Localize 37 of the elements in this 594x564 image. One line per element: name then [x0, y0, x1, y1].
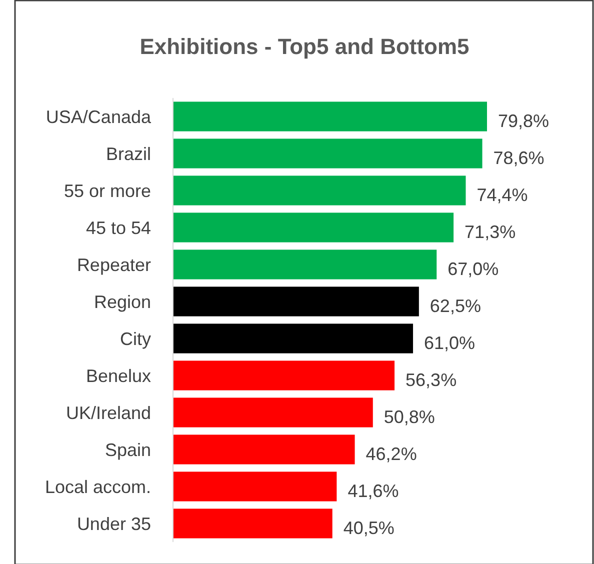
y-tick-label: Repeater — [76, 254, 151, 275]
bar — [173, 176, 466, 206]
bar — [173, 324, 414, 354]
data-label: 40,5% — [343, 518, 394, 538]
data-label: 50,8% — [384, 406, 435, 427]
y-tick-label: UK/Ireland — [66, 402, 151, 423]
chart-title: Exhibitions - Top5 and Bottom5 — [140, 34, 470, 59]
data-label: 67,0% — [448, 258, 499, 279]
y-tick-label: Benelux — [86, 366, 151, 386]
bar — [173, 472, 337, 502]
bar — [173, 102, 487, 132]
bar — [173, 398, 373, 428]
y-tick-label: Brazil — [106, 144, 151, 164]
y-tick-label: Local accom. — [44, 476, 151, 497]
bar — [173, 434, 355, 464]
data-label: 41,6% — [348, 480, 399, 501]
bar — [173, 286, 419, 316]
data-label: 74,4% — [476, 184, 528, 205]
y-tick-label: 55 or more — [64, 180, 151, 201]
y-tick-label: 45 to 54 — [86, 218, 151, 238]
data-label: 78,6% — [493, 148, 544, 168]
y-tick-label: Spain — [104, 440, 151, 460]
data-label: 79,8% — [498, 110, 550, 131]
y-tick-label: Region — [94, 292, 151, 312]
data-label: 61,0% — [424, 332, 476, 353]
bar — [173, 508, 332, 538]
data-label: 46,2% — [366, 444, 417, 464]
y-tick-label: Under 35 — [76, 514, 151, 534]
y-tick-label: USA/Canada — [46, 106, 152, 127]
data-label: 56,3% — [406, 370, 457, 390]
data-label: 71,3% — [464, 222, 516, 242]
y-tick-label: City — [120, 328, 151, 349]
bar — [173, 360, 395, 390]
bar — [173, 138, 482, 168]
data-label: 62,5% — [430, 296, 481, 316]
bar — [173, 250, 437, 280]
bar — [173, 212, 454, 242]
